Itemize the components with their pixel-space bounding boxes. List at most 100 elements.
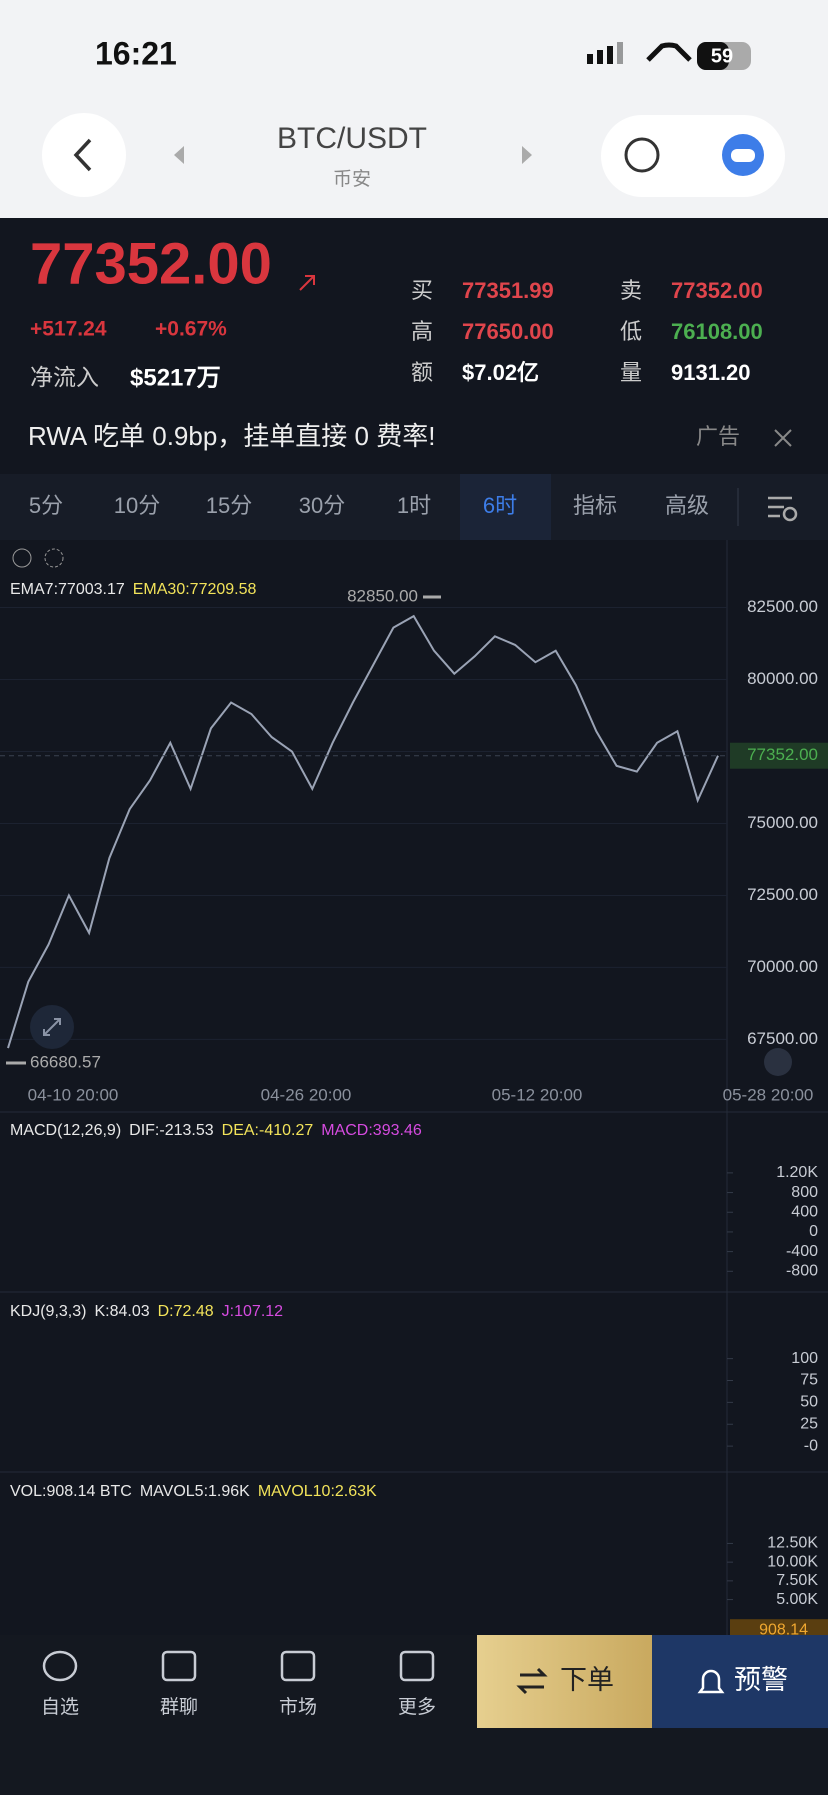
tab-bar (0, 474, 828, 540)
collapse-icon[interactable] (12, 548, 32, 568)
stat-label: 买 (411, 278, 433, 303)
alert-button[interactable] (652, 1635, 828, 1728)
legend-item: J:107.12 (222, 1303, 283, 1320)
order-button[interactable] (477, 1635, 652, 1728)
next-pair[interactable] (522, 146, 532, 164)
change: +517.24 (30, 318, 107, 341)
y-tick-label: 25 (800, 1415, 818, 1432)
timeframe-tab[interactable]: 6时 (483, 493, 517, 518)
order-label: 下单 (560, 1665, 614, 1695)
volume-tag-label: 908.14 (759, 1621, 808, 1638)
battery-text: 59 (711, 45, 733, 67)
y-tick-label: 72500.00 (747, 885, 818, 904)
timeframe-tab[interactable]: 15分 (206, 493, 252, 518)
timeframe-tab[interactable]: 1时 (397, 493, 431, 518)
legend-item: DIF:-213.53 (129, 1122, 214, 1139)
y-tick-label: -800 (786, 1263, 818, 1280)
search-icon[interactable] (624, 137, 660, 173)
y-tick-label: 12.50K (767, 1535, 818, 1552)
order-icon (516, 1667, 548, 1695)
prev-pair[interactable] (174, 146, 184, 164)
y-tick-label: 800 (791, 1184, 818, 1201)
y-tick-label: 5.00K (776, 1591, 818, 1608)
timeframe-tab[interactable]: 30分 (299, 493, 345, 518)
nav-icon[interactable] (161, 1650, 197, 1682)
y-tick-label: 10.00K (767, 1553, 818, 1570)
legend-item: MACD(12,26,9) (10, 1122, 121, 1139)
legend-item: EMA7:77003.17 (10, 581, 125, 598)
battery-level (697, 42, 729, 70)
banner-text[interactable]: RWA 吃单 0.9bp，挂单直接 0 费率! (28, 421, 435, 451)
up-arrow (299, 275, 315, 291)
clock: 16:21 (95, 35, 177, 71)
y-tick-label: 82500.00 (747, 597, 818, 616)
legend-item: K:84.03 (94, 1303, 149, 1320)
back-button[interactable] (42, 113, 126, 197)
x-tick-label: 05-28 20:00 (723, 1085, 814, 1104)
stat-value: 77650.00 (462, 319, 554, 344)
last-price: 77352.00 (30, 231, 272, 296)
alert-label: 预警 (734, 1665, 788, 1695)
pair-title: BTC/USDT (277, 122, 427, 155)
nav-label[interactable]: 市场 (279, 1696, 317, 1718)
stat-value: 77351.99 (462, 278, 554, 303)
y-tick-label: 400 (791, 1203, 818, 1220)
stat-value: $7.02亿 (462, 360, 539, 385)
x-tick-label: 04-26 20:00 (261, 1085, 352, 1104)
y-tick-label: 67500.00 (747, 1029, 818, 1048)
nav-icon[interactable] (280, 1650, 316, 1682)
net-inflow-label: 净流入 (30, 364, 99, 390)
legend-item: D:72.48 (158, 1303, 214, 1320)
timeframe-tab[interactable]: 指标 (573, 493, 617, 518)
jump-latest[interactable] (764, 1048, 792, 1076)
high-label: 82850.00 (347, 586, 418, 605)
stat-label: 卖 (620, 278, 642, 303)
stat-label: 低 (620, 319, 642, 344)
stat-label: 额 (411, 360, 433, 385)
body-bg (0, 218, 828, 1795)
wifi (646, 42, 692, 62)
y-tick-label: 50 (800, 1394, 818, 1411)
y-tick-label: 1.20K (776, 1164, 818, 1181)
price-line (7, 614, 719, 1049)
y-tick-label: 0 (809, 1223, 818, 1240)
timeframe-tab[interactable]: 高级 (665, 493, 709, 518)
net-inflow: $5217万 (130, 364, 221, 391)
legend-item: MAVOL5:1.96K (140, 1483, 250, 1500)
y-tick-label: -400 (786, 1243, 818, 1260)
banner-tag: 广告 (696, 424, 740, 449)
y-tick-label: 70000.00 (747, 957, 818, 976)
alert-icon (697, 1669, 725, 1694)
last-price-tag (730, 742, 828, 769)
stat-value: 77352.00 (671, 278, 763, 303)
change-pct: +0.67% (155, 318, 227, 341)
y-tick-label: -0 (804, 1437, 818, 1454)
expand-icon (43, 1018, 61, 1036)
stat-label: 高 (411, 319, 433, 344)
nav-icon[interactable] (399, 1650, 435, 1682)
nav-label[interactable]: 群聊 (160, 1696, 198, 1718)
legend-item: MACD:393.46 (321, 1122, 422, 1139)
settings-icon[interactable] (768, 496, 798, 522)
robot-face (731, 149, 755, 162)
signal (587, 42, 623, 64)
active-tab-bg (460, 474, 551, 540)
nav-label[interactable]: 自选 (41, 1696, 79, 1718)
timeframe-tab[interactable]: 10分 (114, 493, 160, 518)
config-icon[interactable] (44, 548, 64, 568)
x-tick-label: 04-10 20:00 (28, 1085, 119, 1104)
timeframe-tab[interactable]: 5分 (29, 493, 63, 518)
legend-item: KDJ(9,3,3) (10, 1303, 86, 1320)
nav-label[interactable]: 更多 (398, 1696, 436, 1718)
legend-item: EMA30:77209.58 (133, 581, 257, 598)
banner-close[interactable] (774, 429, 792, 447)
low-label: 66680.57 (30, 1052, 101, 1071)
y-tick-label: 80000.00 (747, 669, 818, 688)
y-tick-label: 75 (800, 1372, 818, 1389)
y-tick-label: 75000.00 (747, 813, 818, 832)
back-icon (73, 138, 92, 172)
nav-icon[interactable] (42, 1650, 78, 1682)
x-tick-label: 05-12 20:00 (492, 1085, 583, 1104)
last-price-label: 77352.00 (747, 745, 818, 764)
